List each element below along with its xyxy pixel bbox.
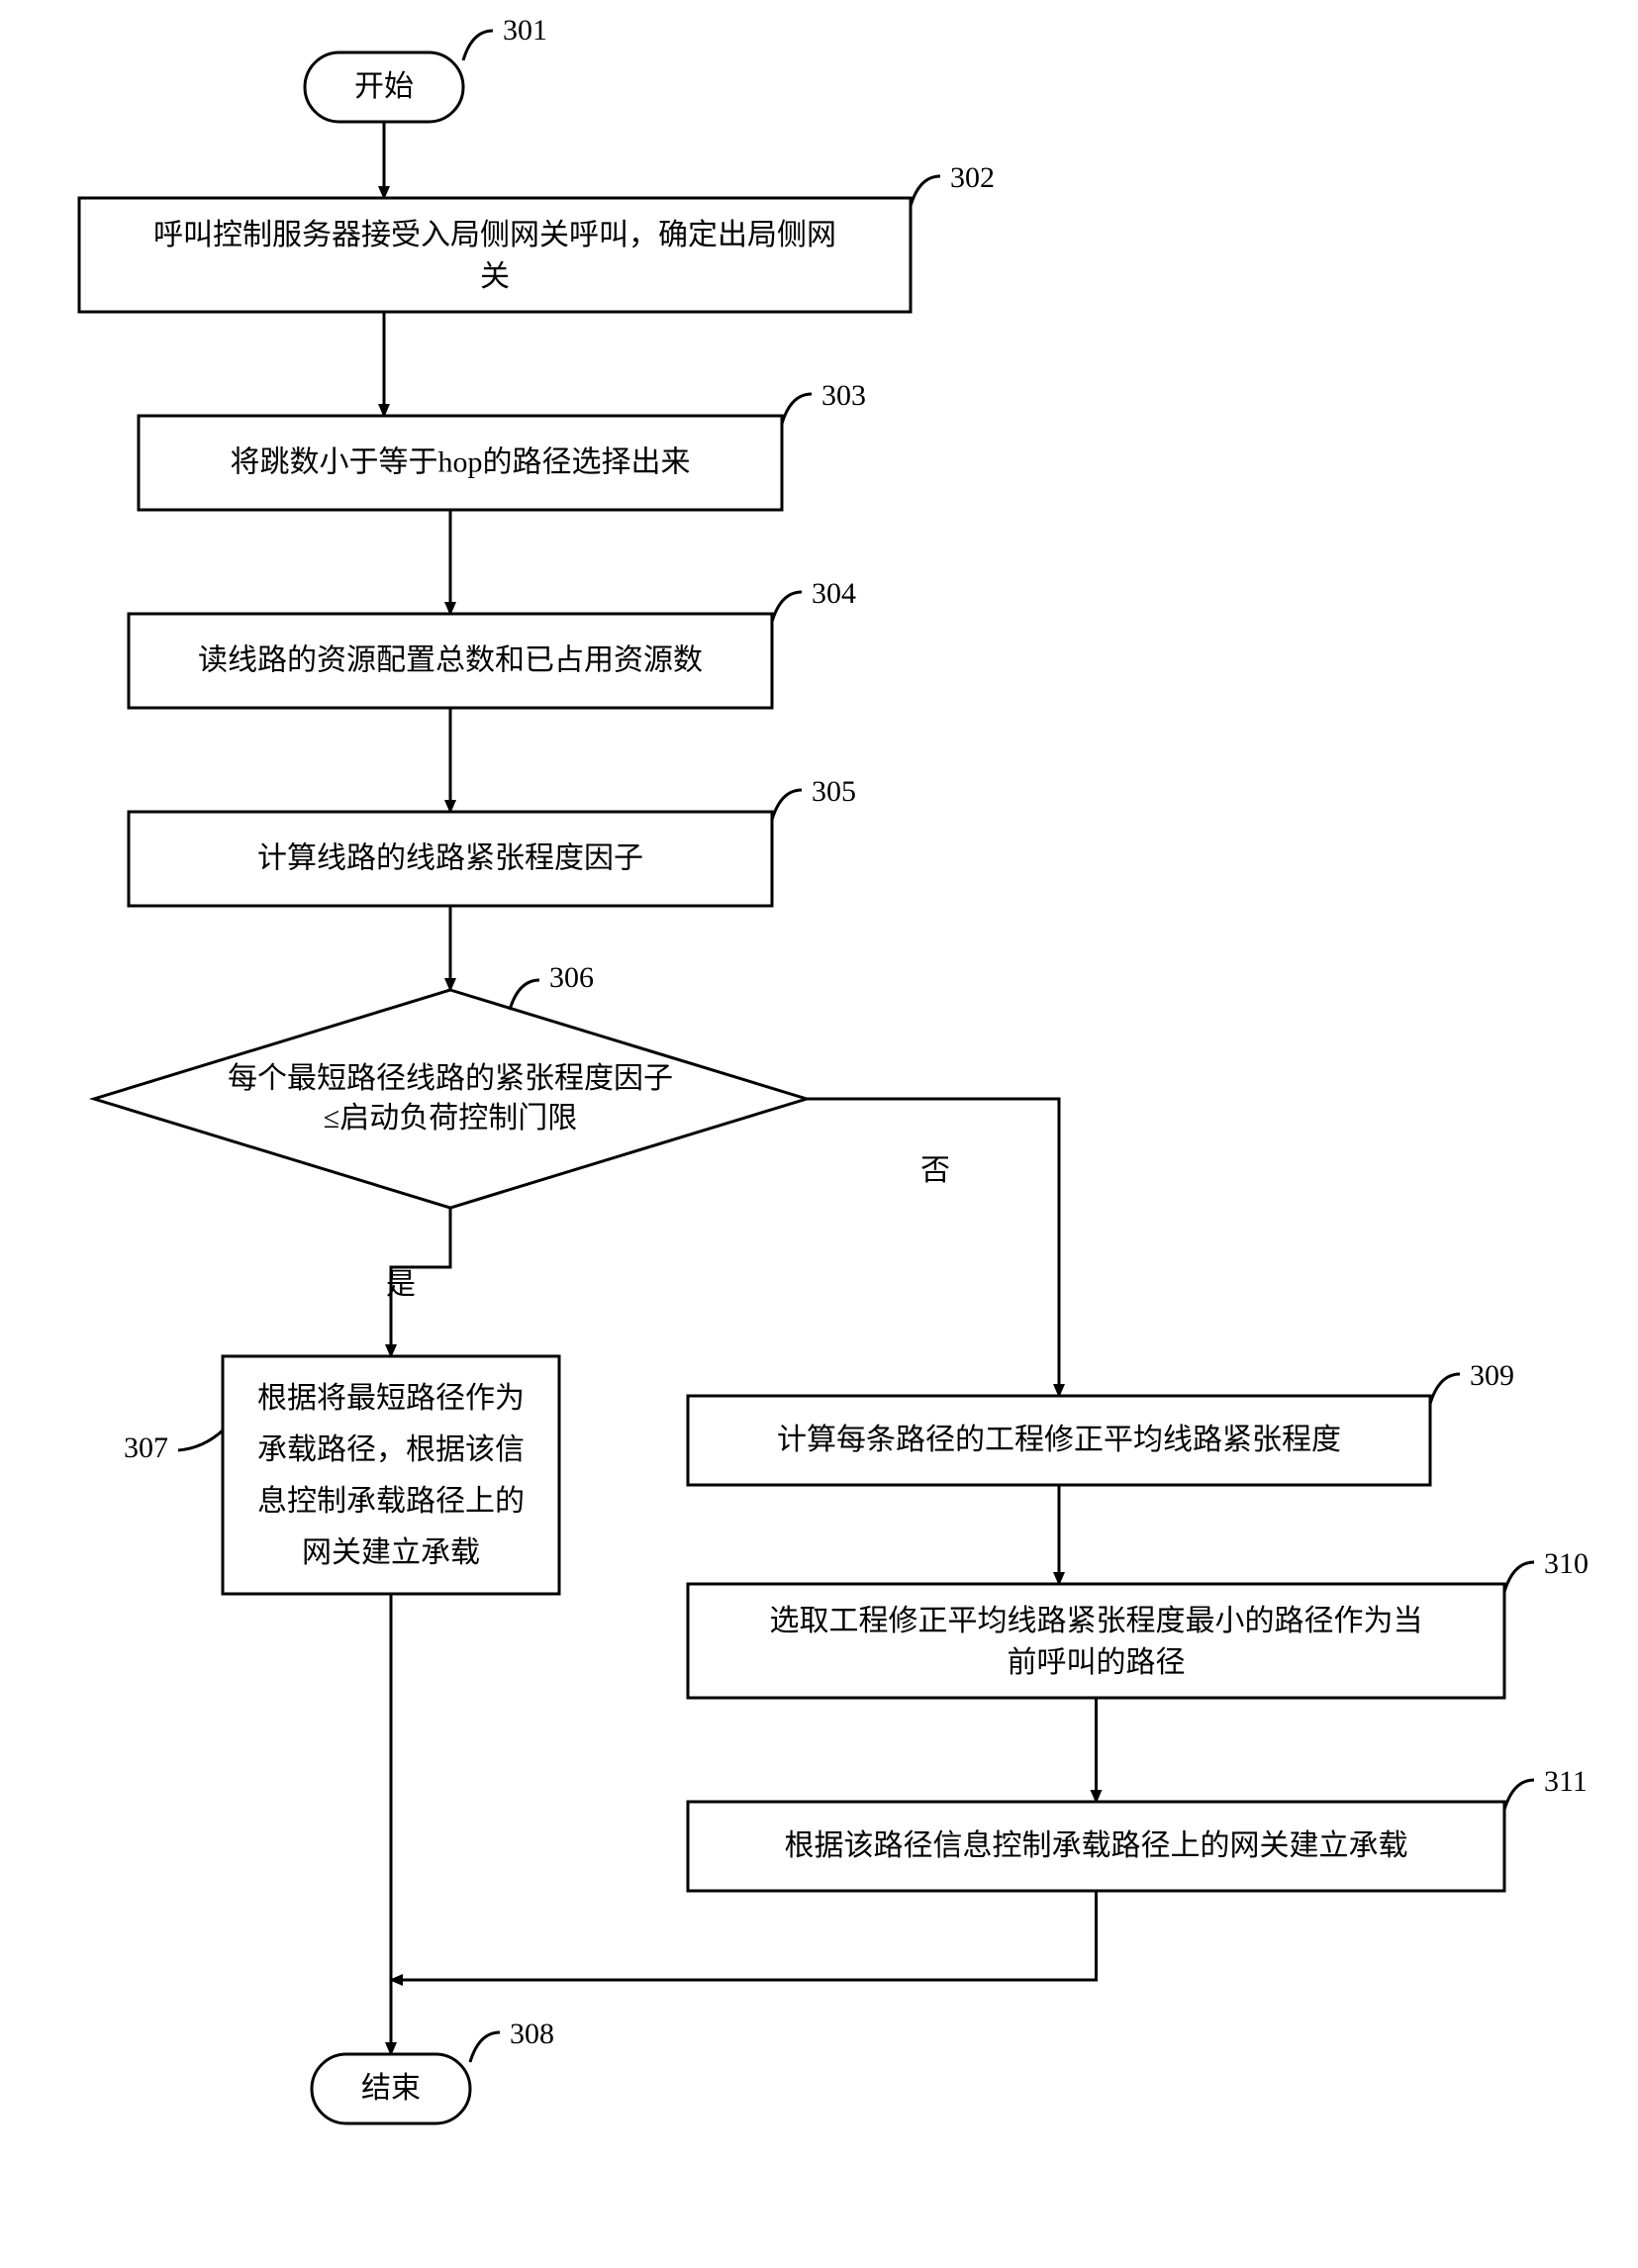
node-309-l1: 计算每条路径的工程修正平均线路紧张程度 [777, 1424, 1341, 1456]
ref-306: 306 [549, 961, 594, 994]
node-302-l1: 呼叫控制服务器接受入局侧网关呼叫，确定出局侧网 [153, 219, 836, 251]
flowchart-canvas: 开始 301 呼叫控制服务器接受入局侧网关呼叫，确定出局侧网 关 302 将跳数… [0, 0, 1638, 2268]
callout-303 [782, 394, 812, 424]
node-310 [688, 1584, 1504, 1698]
node-end-label: 结束 [361, 2072, 421, 2105]
callout-307 [178, 1430, 223, 1450]
ref-303: 303 [821, 379, 866, 412]
callout-310 [1504, 1562, 1534, 1592]
node-303-l1: 将跳数小于等于hop的路径选择出来 [231, 445, 691, 478]
node-304-l1: 读线路的资源配置总数和已占用资源数 [198, 643, 703, 676]
branch-no: 否 [920, 1154, 950, 1187]
ref-302: 302 [950, 161, 995, 194]
branch-yes: 是 [386, 1268, 416, 1301]
node-302-l2: 关 [480, 260, 510, 293]
ref-304: 304 [812, 577, 856, 610]
ref-308: 308 [510, 2018, 554, 2050]
ref-311: 311 [1544, 1765, 1588, 1798]
callout-306 [510, 980, 539, 1010]
node-307-l4: 网关建立承载 [302, 1536, 480, 1569]
ref-307: 307 [124, 1431, 168, 1464]
callout-308 [470, 2032, 500, 2062]
callout-309 [1430, 1374, 1460, 1404]
node-306-l2: ≤启动负荷控制门限 [324, 1102, 577, 1134]
callout-304 [772, 592, 802, 622]
node-310-l2: 前呼叫的路径 [1008, 1646, 1186, 1679]
edge-306-309 [807, 1099, 1059, 1396]
node-start-label: 开始 [354, 70, 414, 103]
node-306-l1: 每个最短路径线路的紧张程度因子 [228, 1062, 673, 1095]
ref-305: 305 [812, 775, 856, 808]
callout-311 [1504, 1780, 1534, 1810]
node-305-l1: 计算线路的线路紧张程度因子 [257, 841, 643, 874]
node-302 [79, 198, 911, 312]
node-311-l1: 根据该路径信息控制承载路径上的网关建立承载 [785, 1829, 1408, 1862]
callout-302 [911, 176, 940, 206]
ref-310: 310 [1544, 1547, 1589, 1580]
edge-311-merge [391, 1891, 1097, 1980]
ref-301: 301 [503, 14, 547, 47]
callout-301 [463, 31, 493, 60]
node-310-l1: 选取工程修正平均线路紧张程度最小的路径作为当 [770, 1605, 1423, 1637]
node-307-l1: 根据将最短路径作为 [257, 1382, 525, 1415]
node-307-l3: 息控制承载路径上的 [257, 1485, 525, 1518]
node-307-l2: 承载路径，根据该信 [257, 1433, 525, 1466]
node-306 [94, 990, 807, 1208]
ref-309: 309 [1470, 1359, 1514, 1392]
callout-305 [772, 790, 802, 820]
